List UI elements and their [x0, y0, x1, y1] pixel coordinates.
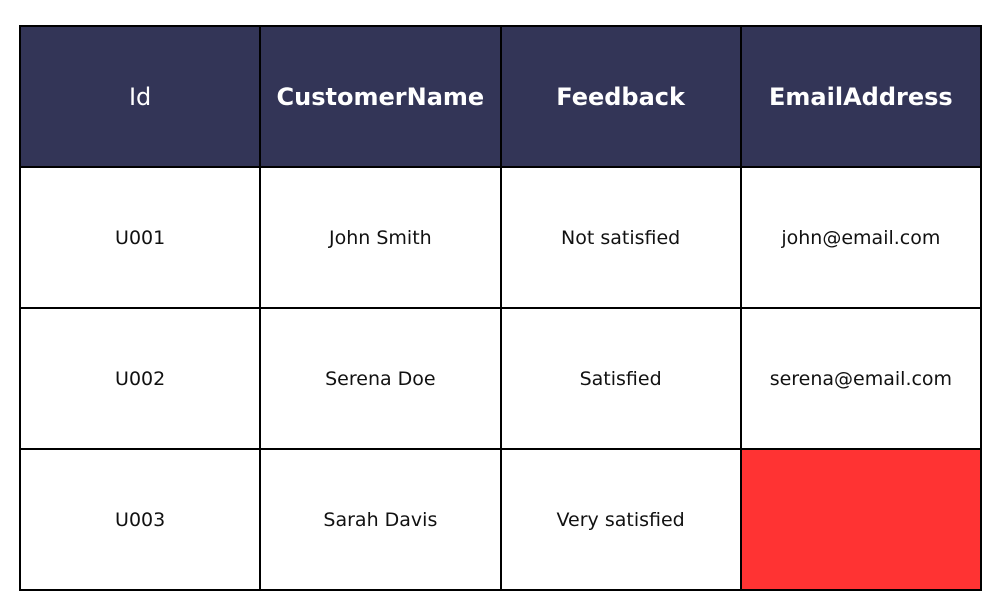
- cell-id: U001: [18, 166, 262, 309]
- table-row: U002 Serena Doe Satisfied serena@email.c…: [18, 307, 983, 450]
- cell-email-address: serena@email.com: [739, 307, 983, 450]
- header-id: Id: [18, 25, 262, 168]
- cell-feedback: Satisfied: [499, 307, 742, 450]
- cell-feedback: Not satisfied: [499, 166, 742, 309]
- cell-customer-name: John Smith: [259, 166, 502, 309]
- cell-customer-name: Serena Doe: [259, 307, 502, 450]
- header-row: Id CustomerName Feedback EmailAddress: [18, 25, 983, 168]
- cell-email-address: john@email.com: [739, 166, 983, 309]
- table-row: U001 John Smith Not satisfied john@email…: [18, 166, 983, 309]
- header-customer-name: CustomerName: [259, 25, 502, 168]
- table-row: U003 Sarah Davis Very satisfied: [18, 448, 983, 591]
- header-email-address: EmailAddress: [739, 25, 983, 168]
- cell-customer-name: Sarah Davis: [259, 448, 502, 591]
- customer-feedback-table: Id CustomerName Feedback EmailAddress U0…: [18, 25, 983, 591]
- cell-email-address-missing: [739, 448, 983, 591]
- cell-id: U002: [18, 307, 262, 450]
- cell-feedback: Very satisfied: [499, 448, 742, 591]
- header-feedback: Feedback: [499, 25, 742, 168]
- cell-id: U003: [18, 448, 262, 591]
